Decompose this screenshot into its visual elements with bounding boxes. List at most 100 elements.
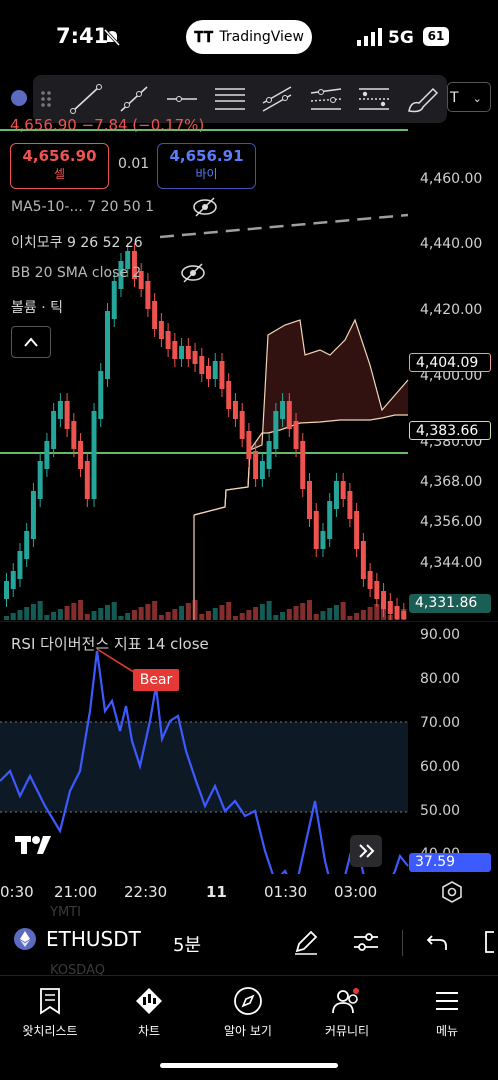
interval-selector[interactable]: 5분 (173, 935, 202, 956)
candle-body (307, 481, 312, 519)
trend-line-icon[interactable] (69, 83, 103, 115)
tradingview-pill[interactable]: 𝐓𝐓 TradingView (186, 20, 312, 54)
volume-bar (145, 604, 151, 620)
candle-body (280, 401, 286, 419)
community-icon (332, 988, 359, 1014)
candle-body (266, 441, 272, 469)
eth-logo-icon (11, 90, 27, 106)
rsi-axis-label: 60.00 (420, 759, 461, 775)
price-tag-upper: 4,404.09 (409, 353, 491, 372)
legend-volume[interactable]: 볼륨 · 틱 (11, 300, 63, 316)
candle-body (105, 311, 110, 379)
volume-bar (71, 603, 77, 620)
rsi-pane[interactable] (0, 620, 498, 914)
nav-menu[interactable]: 메뉴 (397, 986, 497, 1039)
volume-bar (293, 606, 299, 620)
candle-body (246, 431, 252, 459)
nav-watchlist[interactable]: 왓치리스트 (0, 986, 100, 1039)
horizontal-line-icon[interactable] (165, 83, 199, 115)
rsi-axis-label: 80.00 (420, 671, 461, 687)
legend-ma[interactable]: MA5-10-... 7 20 50 1 (11, 199, 155, 215)
volume-bar (44, 615, 50, 620)
candle-body (131, 251, 137, 279)
volume-bar (300, 603, 306, 620)
candle-body (340, 481, 346, 499)
volume-bar (158, 615, 164, 620)
drawing-toolbar (33, 75, 447, 123)
volume-bar (367, 607, 373, 620)
silent-mode-icon (102, 27, 122, 51)
candle-body (367, 571, 373, 589)
fullscreen-icon[interactable] (484, 930, 498, 958)
nav-community[interactable]: 커뮤니티 (297, 986, 397, 1039)
nav-explore[interactable]: 알아 보기 (198, 986, 298, 1039)
main-chart[interactable] (0, 115, 498, 627)
rsi-legend[interactable]: RSI 다이버전스 지표 14 close (11, 635, 209, 653)
collapse-legend-button[interactable] (11, 326, 51, 358)
chevron-up-icon (24, 337, 38, 347)
candle-body (185, 346, 191, 359)
signal-icon (357, 28, 383, 50)
volume-bar (394, 612, 400, 620)
home-indicator (160, 1063, 338, 1068)
fib-levels-icon[interactable] (213, 83, 247, 115)
scroll-to-realtime-button[interactable] (350, 835, 382, 867)
volume-bar (30, 604, 36, 620)
price-tag-middle: 4,383.66 (409, 421, 491, 440)
candle-body (286, 401, 292, 429)
divider (0, 975, 498, 976)
candle-body (206, 366, 211, 379)
volume-bar (401, 609, 407, 620)
legend-ichimoku[interactable]: 이치모쿠 9 26 52 26 (11, 235, 143, 251)
bb-hidden-eye-icon[interactable] (180, 262, 206, 288)
ray-icon[interactable] (117, 83, 151, 115)
legend-bb[interactable]: BB 20 SMA close 2 (11, 265, 142, 281)
rsi-axis-label: 90.00 (420, 627, 461, 643)
indicator-settings-icon[interactable] (352, 930, 380, 958)
time-axis-label: 03:00 (334, 883, 378, 901)
candle-body (152, 301, 158, 329)
toolbar-menu-button[interactable]: T ⌄ (447, 82, 491, 112)
pitchfork-icon[interactable] (309, 83, 343, 115)
symbol-selector[interactable]: ETHUSDT (14, 927, 141, 951)
rsi-band (0, 722, 408, 812)
undo-icon[interactable] (426, 932, 448, 956)
candle-body (138, 271, 144, 289)
ma-hidden-eye-icon[interactable] (192, 196, 218, 222)
parallel-channel-icon[interactable] (261, 83, 295, 115)
pencil-icon[interactable] (293, 929, 319, 959)
chart-settings-icon[interactable] (441, 881, 463, 907)
candle-body (219, 361, 225, 389)
sell-button[interactable]: 4,656.90 셀 (10, 143, 109, 189)
drag-handle-icon[interactable] (37, 83, 57, 115)
nav-chart[interactable]: 차트 (99, 986, 199, 1039)
volume-bar (327, 608, 333, 620)
tradingview-logo-icon: 𝐓𝐓 (194, 28, 214, 46)
buy-button[interactable]: 4,656.91 바이 (157, 143, 256, 189)
volume-bar (179, 606, 185, 620)
battery-icon: 61 (423, 27, 449, 46)
candle-body (172, 341, 178, 359)
candle-body (360, 541, 366, 579)
volume-bar (226, 602, 232, 620)
volume-bar (185, 603, 191, 620)
candle-body (30, 491, 36, 539)
volume-bar (360, 610, 366, 620)
volume-bar (266, 601, 272, 620)
volume-bar (320, 611, 326, 620)
volume-bar (273, 615, 279, 620)
gann-icon[interactable] (357, 83, 391, 115)
candle-body (387, 601, 393, 614)
volume-bar (125, 613, 131, 620)
brush-icon[interactable] (405, 83, 439, 115)
candle-body (98, 371, 104, 419)
volume-bar (64, 606, 70, 620)
candle-body (354, 511, 360, 549)
candle-body (44, 441, 50, 469)
candle-body (333, 481, 339, 509)
candle-body (232, 401, 238, 419)
candle-body (145, 281, 151, 309)
candle-body (37, 461, 43, 499)
compass-icon (234, 987, 262, 1015)
candle-body (327, 501, 333, 539)
